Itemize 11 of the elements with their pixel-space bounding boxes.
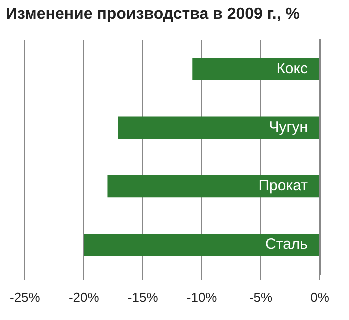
x-tick-label: 0% [310,290,330,305]
y-tick-label: Сталь [266,236,308,254]
x-tick-label: -25% [10,290,41,305]
x-tick-label: -5% [249,290,274,305]
x-tick-label: -20% [68,290,100,305]
x-tick-label: -10% [186,290,218,305]
x-tick-label: -15% [128,290,159,305]
y-tick-label: Кокс [276,60,308,78]
chart-title: Изменение производства в 2009 г., % [6,6,300,24]
y-tick-label: Чугун [269,119,308,136]
y-tick-label: Прокат [258,178,308,195]
